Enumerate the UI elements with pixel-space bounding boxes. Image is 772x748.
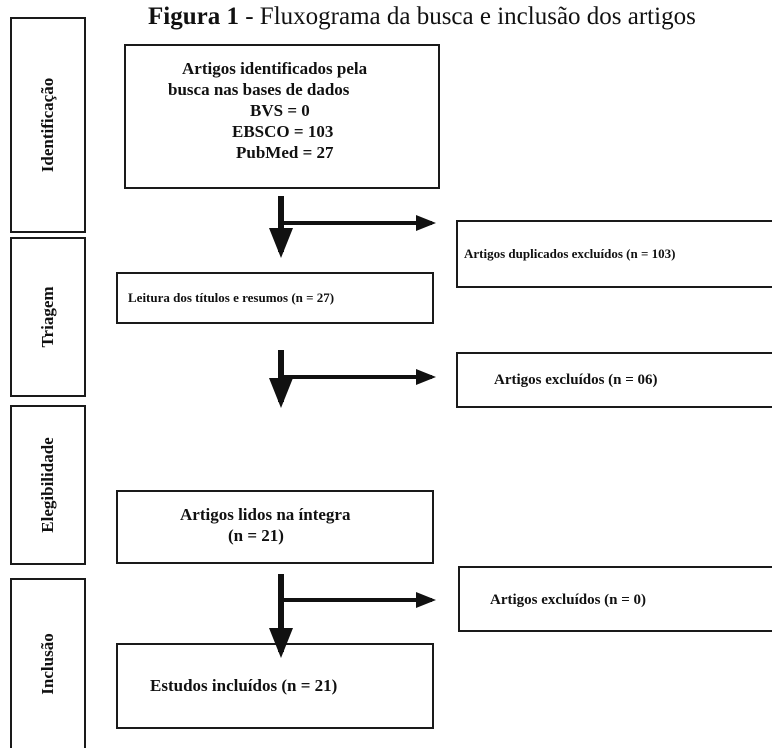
identified-line-3: BVS = 0 (250, 101, 310, 120)
identified-line-2: busca nas bases de dados (168, 80, 350, 99)
identified-line-5: PubMed = 27 (236, 143, 334, 162)
stage-elegibilidade: Elegibilidade (10, 405, 86, 565)
excluded-fulltext-text: Artigos excluídos (n = 0) (490, 592, 647, 608)
stage-triagem: Triagem (10, 237, 86, 397)
identified-line-4: EBSCO = 103 (232, 122, 334, 141)
arrow-fulltext-split (269, 574, 436, 658)
included-text: Estudos incluídos (n = 21) (150, 676, 338, 695)
figure-title: Figura 1 - Fluxograma da busca e inclusã… (148, 2, 772, 42)
box-excluded-fulltext: Artigos excluídos (n = 0) (458, 566, 772, 632)
figure-caption: - Fluxograma da busca e inclusão dos art… (238, 3, 696, 30)
fulltext-line-1: Artigos lidos na íntegra (180, 505, 351, 524)
box-screening: Leitura dos títulos e resumos (n = 27) (116, 272, 434, 324)
excluded-screening-text: Artigos excluídos (n = 06) (494, 372, 658, 388)
arrow-screening-split (269, 350, 436, 408)
stage-identificacao: Identificação (10, 17, 86, 233)
box-identified: Artigos identificados pela busca nas bas… (124, 44, 440, 189)
stage-inclusao: Inclusão (10, 578, 86, 748)
box-excluded-screening: Artigos excluídos (n = 06) (456, 352, 772, 408)
duplicates-excluded-text: Artigos duplicados excluídos (n = 103) (464, 246, 676, 261)
identified-line-1: Artigos identificados pela (182, 59, 368, 78)
figure-label: Figura 1 (148, 3, 239, 30)
fulltext-line-2: (n = 21) (228, 526, 284, 545)
screening-text: Leitura dos títulos e resumos (n = 27) (128, 290, 335, 305)
box-duplicates-excluded: Artigos duplicados excluídos (n = 103) (456, 220, 772, 288)
box-included: Estudos incluídos (n = 21) (116, 643, 434, 729)
arrow-identification-split (269, 196, 436, 258)
box-fulltext: Artigos lidos na íntegra (n = 21) (116, 490, 434, 564)
